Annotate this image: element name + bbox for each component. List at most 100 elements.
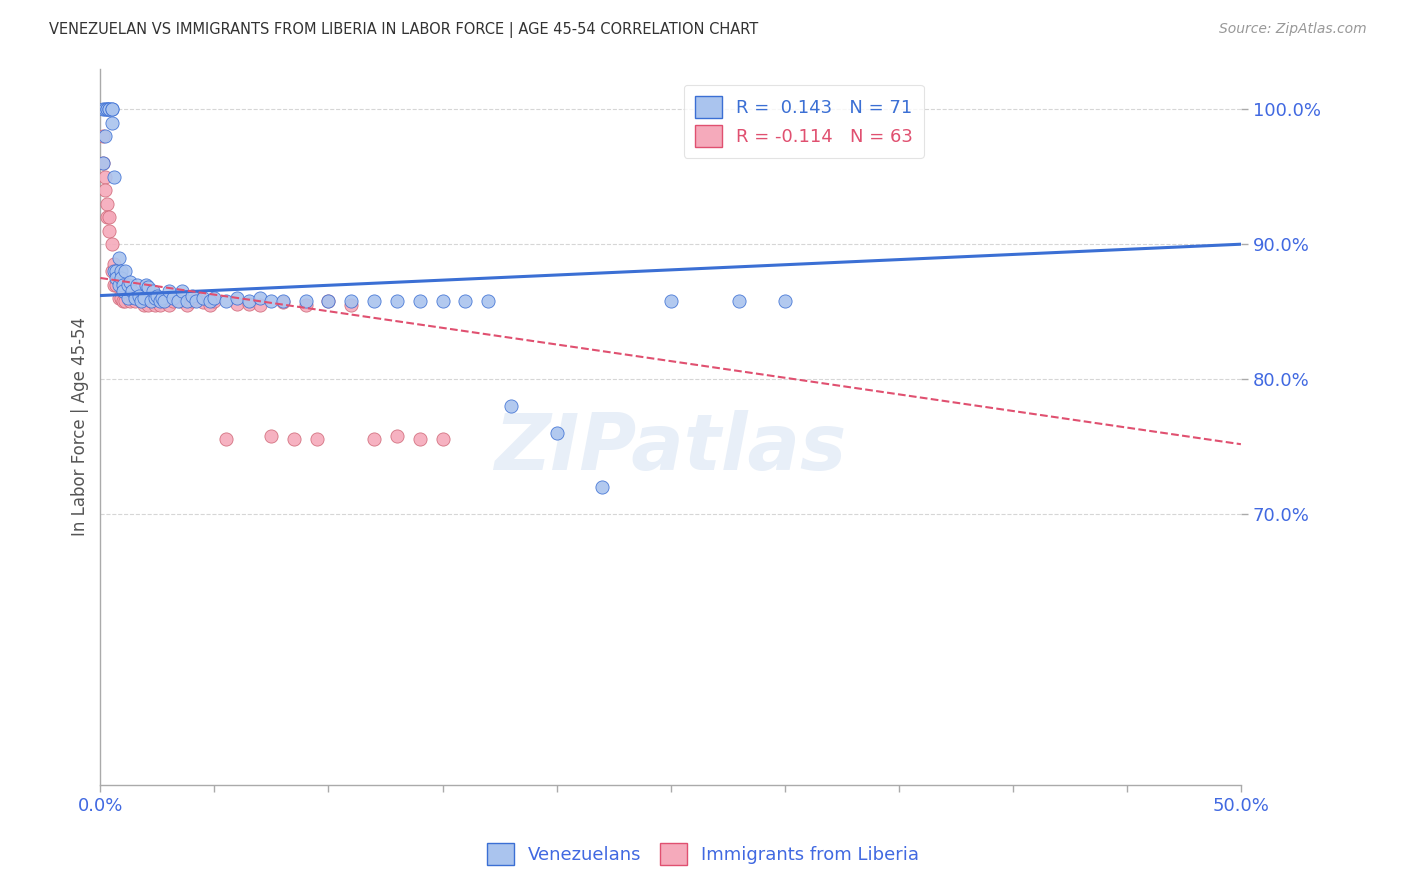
Point [202,291,225,305]
Point [118,293,141,308]
Point [143,291,166,305]
Text: ZIPatlas: ZIPatlas [495,410,846,486]
Point [180,288,202,302]
Point [118,288,141,302]
Point [131,293,153,308]
Point [307,432,329,446]
Point [143,298,166,312]
Point [226,291,249,305]
Point [114,285,136,299]
Point [153,293,176,308]
Point [98,224,121,238]
Point [114,293,136,308]
Point [131,293,153,308]
Point [226,296,249,310]
Point [150,291,173,305]
Point [198,298,221,312]
Point [176,298,198,312]
Point [363,432,385,446]
Point [124,293,146,308]
Point [98,102,121,116]
Text: Source: ZipAtlas.com: Source: ZipAtlas.com [1219,22,1367,37]
Point [96,210,118,224]
Point [121,288,143,302]
Point [728,293,751,308]
Point [112,293,135,308]
Point [103,264,125,278]
Point [117,291,139,305]
Point [146,288,169,302]
Point [107,251,129,265]
Point [176,293,198,308]
Point [98,102,121,116]
Point [153,293,176,308]
Point [409,432,432,446]
Point [91,156,114,170]
Point [238,293,260,308]
Text: VENEZUELAN VS IMMIGRANTS FROM LIBERIA IN LABOR FORCE | AGE 45-54 CORRELATION CHA: VENEZUELAN VS IMMIGRANTS FROM LIBERIA IN… [49,22,758,38]
Point [107,277,129,292]
Point [100,264,122,278]
Point [100,102,122,116]
Point [318,293,340,308]
Point [249,291,271,305]
Point [149,298,172,312]
Point [135,280,157,294]
Point [186,291,208,305]
Point [283,432,305,446]
Point [191,295,214,310]
Point [260,293,283,308]
Point [91,156,114,170]
Point [432,432,454,446]
Legend: Venezuelans, Immigrants from Liberia: Venezuelans, Immigrants from Liberia [479,836,927,872]
Point [340,293,363,308]
Point [124,291,146,305]
Point [659,293,682,308]
Point [477,293,499,308]
Point [385,429,408,443]
Point [110,291,132,305]
Point [142,285,165,299]
Point [98,210,121,224]
Point [94,183,117,197]
Point [100,102,122,116]
Point [146,291,169,305]
Point [105,264,128,278]
Point [363,293,385,308]
Point [773,293,796,308]
Point [198,293,221,308]
Point [121,285,143,299]
Point [94,169,117,184]
Point [249,298,271,312]
Point [260,429,283,443]
Point [142,291,165,305]
Point [94,102,117,116]
Point [136,298,159,312]
Point [172,285,194,299]
Point [96,102,118,116]
Point [294,298,316,312]
Point [94,129,117,144]
Point [340,298,363,312]
Point [191,291,214,305]
Point [96,102,118,116]
Point [110,271,132,285]
Point [105,277,128,292]
Legend: R =  0.143   N = 71, R = -0.114   N = 63: R = 0.143 N = 71, R = -0.114 N = 63 [683,85,924,158]
Point [132,291,155,305]
Point [167,293,190,308]
Point [103,277,125,292]
Point [186,293,208,308]
Point [215,432,238,446]
Point [294,293,316,308]
Point [105,271,128,285]
Point [112,285,135,299]
Point [132,298,155,312]
Point [125,277,148,292]
Point [271,295,294,310]
Point [385,293,408,308]
Point [107,271,129,285]
Point [139,293,162,308]
Point [136,280,159,294]
Point [112,277,135,292]
